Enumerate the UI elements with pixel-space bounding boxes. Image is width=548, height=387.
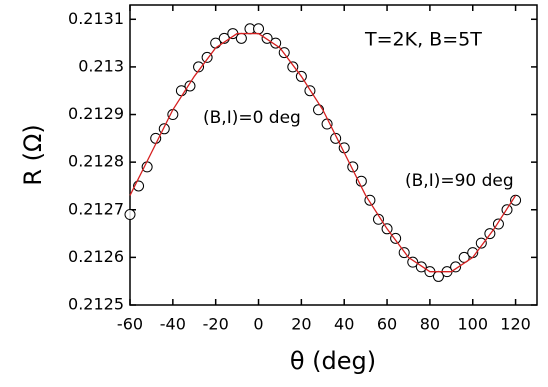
data-point (270, 37, 282, 49)
annotation: T=2K, B=5T (364, 29, 482, 51)
data-point (475, 237, 487, 249)
y-tick-label: 0.2125 (68, 295, 124, 314)
data-point (158, 123, 170, 135)
x-tick-label: -40 (160, 315, 186, 334)
data-point (450, 261, 462, 273)
data-point (193, 61, 205, 73)
plot-frame (129, 4, 538, 306)
y-tick-label: 0.2126 (68, 247, 124, 266)
y-tick-label: 0.213 (78, 56, 124, 75)
y-tick-label: 0.2127 (68, 199, 124, 218)
annotation: (B,I)=0 deg (203, 108, 301, 128)
fit-line (129, 32, 517, 273)
data-point (235, 32, 247, 44)
x-tick-label: 0 (253, 315, 263, 334)
x-tick-label: -20 (203, 315, 229, 334)
x-tick-label: 60 (377, 315, 397, 334)
x-tick-label: 100 (457, 315, 488, 334)
y-axis-label: R (Ω) (19, 124, 47, 185)
x-axis-label: θ (deg) (290, 347, 376, 375)
x-tick-label: 40 (334, 315, 354, 334)
data-point (510, 194, 522, 206)
x-tick-label: 80 (420, 315, 440, 334)
x-tick-label: 20 (291, 315, 311, 334)
x-tick-label: 120 (500, 315, 531, 334)
data-point (313, 104, 325, 116)
annotation: (B,I)=90 deg (405, 171, 514, 191)
x-tick-label: -60 (117, 315, 143, 334)
y-tick-label: 0.2128 (68, 152, 124, 171)
data-point (407, 256, 419, 268)
data-point (253, 23, 265, 35)
y-tick-label: 0.2129 (68, 104, 124, 123)
data-point (124, 209, 136, 221)
y-tick-label: 0.2131 (68, 9, 124, 28)
data-point (184, 80, 196, 92)
